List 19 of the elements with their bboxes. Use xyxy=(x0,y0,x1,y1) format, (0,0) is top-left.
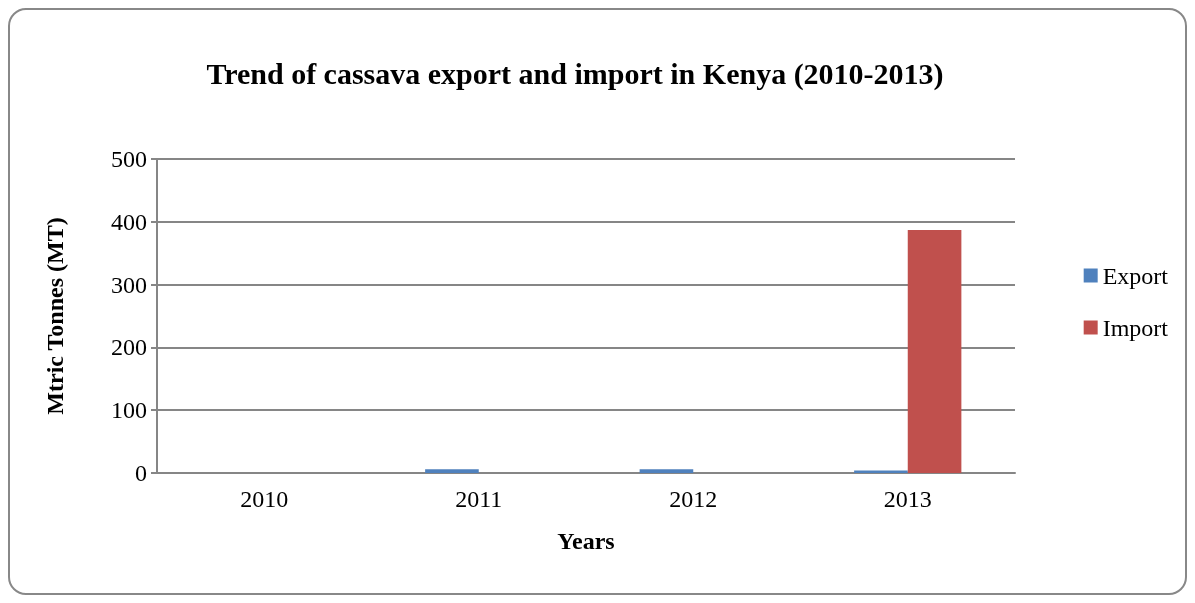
bar xyxy=(854,470,908,473)
bar xyxy=(425,469,479,473)
x-tick-label: 2012 xyxy=(669,486,718,512)
y-tick-label: 100 xyxy=(111,397,147,424)
x-tick-label: 2013 xyxy=(883,486,932,512)
bar xyxy=(907,229,962,473)
y-tick-label: 200 xyxy=(111,334,147,361)
y-axis-title: Mtric Tonnes (MT) xyxy=(42,217,68,415)
x-tick-label: 2011 xyxy=(455,486,503,512)
chart-title: Trend of cassava export and import in Kenya (2010-2013) xyxy=(206,56,944,91)
y-tick-label: 500 xyxy=(111,146,147,172)
legend-label: Import xyxy=(1102,314,1169,341)
y-tick-label: 400 xyxy=(111,208,147,235)
bar xyxy=(639,469,694,473)
y-tick-label: 300 xyxy=(111,271,147,298)
x-axis-title: Years xyxy=(557,528,615,554)
x-tick-label: 2010 xyxy=(240,486,289,512)
y-tick-label: 0 xyxy=(135,460,147,486)
legend-label: Export xyxy=(1102,262,1169,289)
